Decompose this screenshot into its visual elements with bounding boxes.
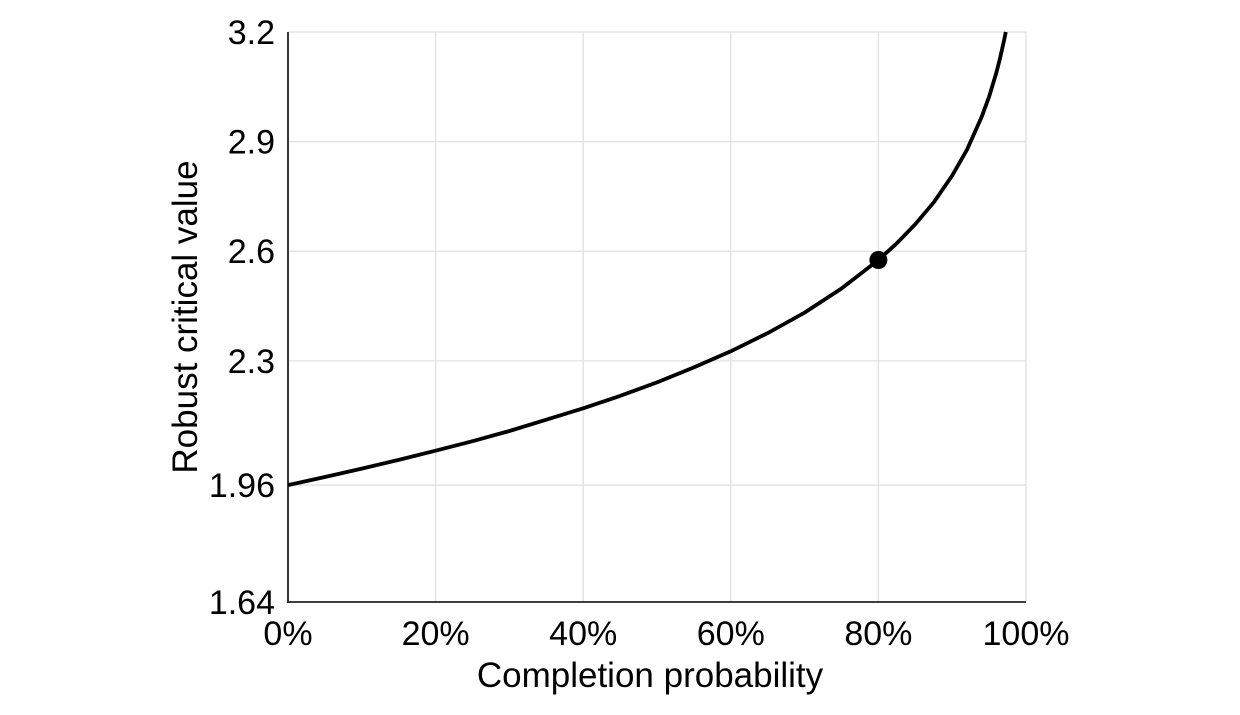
y-tick-label: 2.6 — [228, 233, 275, 271]
robust-critical-value-curve — [287, 31, 1008, 487]
y-axis-title: Robust critical value — [166, 160, 205, 473]
x-tick-label: 0% — [263, 615, 312, 653]
y-tick-label: 2.3 — [228, 343, 275, 381]
y-tick-label: 1.96 — [209, 467, 275, 505]
x-tick-label: 20% — [402, 615, 470, 653]
y-tick-label: 2.9 — [228, 124, 275, 162]
y-tick-label: 1.64 — [209, 584, 275, 622]
y-tick-label: 3.2 — [228, 14, 275, 52]
x-tick-label: 60% — [697, 615, 765, 653]
x-tick-label: 80% — [844, 615, 912, 653]
x-axis-title: Completion probability — [477, 656, 824, 695]
curve-marker-dot — [869, 251, 888, 269]
x-tick-label: 40% — [549, 615, 617, 653]
x-tick-label: 100% — [983, 615, 1070, 653]
